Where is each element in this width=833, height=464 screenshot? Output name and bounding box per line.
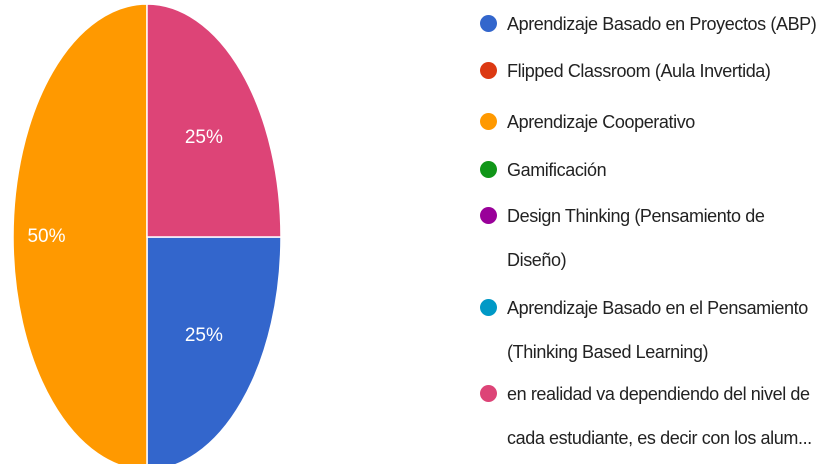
slice-label: 25% — [185, 325, 223, 346]
legend-swatch — [480, 113, 497, 130]
legend-label: Aprendizaje Basado en el Pensamiento (Th… — [507, 298, 808, 362]
legend-swatch — [480, 299, 497, 316]
slice-label: 50% — [27, 226, 65, 247]
legend-entry: Design Thinking (Pensamiento de Diseño) — [480, 194, 830, 282]
legend-swatch — [480, 385, 497, 402]
legend-swatch — [480, 15, 497, 32]
legend-label: Design Thinking (Pensamiento de Diseño) — [507, 206, 765, 270]
legend-entry: Aprendizaje Cooperativo — [480, 100, 830, 144]
legend-swatch — [480, 207, 497, 224]
legend-entry: en realidad va dependiendo del nivel de … — [480, 372, 830, 460]
pie-slice — [12, 3, 148, 464]
legend-entry: Aprendizaje Basado en el Pensamiento (Th… — [480, 286, 830, 374]
legend-swatch — [480, 62, 497, 79]
legend-label: Aprendizaje Cooperativo — [507, 112, 695, 132]
legend-entry: Flipped Classroom (Aula Invertida) — [480, 49, 830, 93]
legend-label: Flipped Classroom (Aula Invertida) — [507, 61, 771, 81]
legend-swatch — [480, 161, 497, 178]
pie-slice — [146, 3, 282, 238]
legend-label: Gamificación — [507, 160, 607, 180]
legend-label: Aprendizaje Basado en Proyectos (ABP) — [507, 14, 817, 34]
slice-label: 25% — [185, 127, 223, 148]
legend-entry: Aprendizaje Basado en Proyectos (ABP) — [480, 2, 830, 46]
legend-entry: Gamificación — [480, 148, 830, 192]
legend-label: en realidad va dependiendo del nivel de … — [507, 384, 812, 448]
pie-slice — [146, 236, 282, 464]
